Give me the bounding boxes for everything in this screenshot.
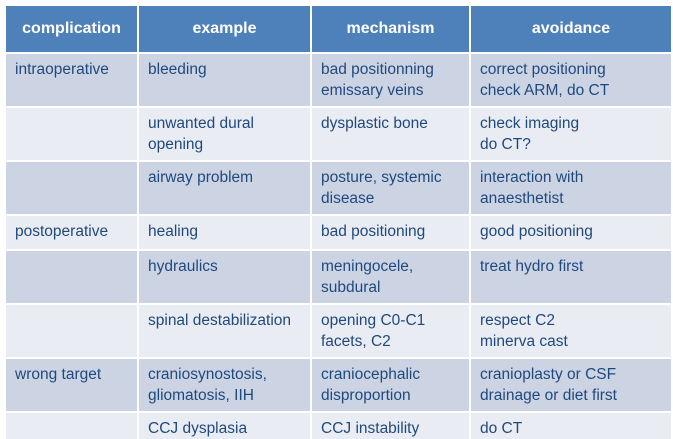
table-row: CCJ dysplasia CCJ instability do CT — [6, 413, 671, 439]
table-row: spinal destabilization opening C0-C1 fac… — [6, 305, 671, 357]
cell-example: CCJ dysplasia — [139, 413, 310, 439]
cell-mechanism: dysplastic bone — [312, 108, 469, 160]
cell-complication — [6, 108, 137, 160]
cell-example: spinal destabilization — [139, 305, 310, 357]
table-row: unwanted dural opening dysplastic bone c… — [6, 108, 671, 160]
cell-mechanism: CCJ instability — [312, 413, 469, 439]
cell-avoidance: treat hydro first — [471, 251, 671, 303]
cell-example: airway problem — [139, 162, 310, 214]
cell-complication: wrong target — [6, 359, 137, 411]
cell-mechanism: bad positionning emissary veins — [312, 54, 469, 106]
cell-avoidance: cranioplasty or CSF drainage or diet fir… — [471, 359, 671, 411]
cell-complication — [6, 305, 137, 357]
table-row: intraoperative bleeding bad positionning… — [6, 54, 671, 106]
cell-mechanism: bad positioning — [312, 216, 469, 249]
cell-complication — [6, 413, 137, 439]
header-mechanism: mechanism — [312, 6, 469, 52]
cell-mechanism: meningocele, subdural — [312, 251, 469, 303]
table-header-row: complication example mechanism avoidance — [6, 6, 671, 52]
cell-example: bleeding — [139, 54, 310, 106]
cell-avoidance: check imaging do CT? — [471, 108, 671, 160]
table-row: airway problem posture, systemic disease… — [6, 162, 671, 214]
table-row: hydraulics meningocele, subdural treat h… — [6, 251, 671, 303]
header-complication: complication — [6, 6, 137, 52]
cell-complication — [6, 162, 137, 214]
cell-avoidance: correct positioning check ARM, do CT — [471, 54, 671, 106]
cell-complication: postoperative — [6, 216, 137, 249]
cell-example: hydraulics — [139, 251, 310, 303]
cell-mechanism: posture, systemic disease — [312, 162, 469, 214]
header-example: example — [139, 6, 310, 52]
cell-mechanism: opening C0-C1 facets, C2 — [312, 305, 469, 357]
cell-complication — [6, 251, 137, 303]
cell-avoidance: do CT — [471, 413, 671, 439]
table-row: wrong target craniosynostosis, gliomatos… — [6, 359, 671, 411]
complications-table: complication example mechanism avoidance… — [4, 4, 673, 439]
cell-example: unwanted dural opening — [139, 108, 310, 160]
cell-complication: intraoperative — [6, 54, 137, 106]
cell-mechanism: craniocephalic disproportion — [312, 359, 469, 411]
table-row: postoperative healing bad positioning go… — [6, 216, 671, 249]
cell-example: healing — [139, 216, 310, 249]
cell-example: craniosynostosis, gliomatosis, IIH — [139, 359, 310, 411]
cell-avoidance: respect C2 minerva cast — [471, 305, 671, 357]
cell-avoidance: good positioning — [471, 216, 671, 249]
header-avoidance: avoidance — [471, 6, 671, 52]
cell-avoidance: interaction with anaesthetist — [471, 162, 671, 214]
